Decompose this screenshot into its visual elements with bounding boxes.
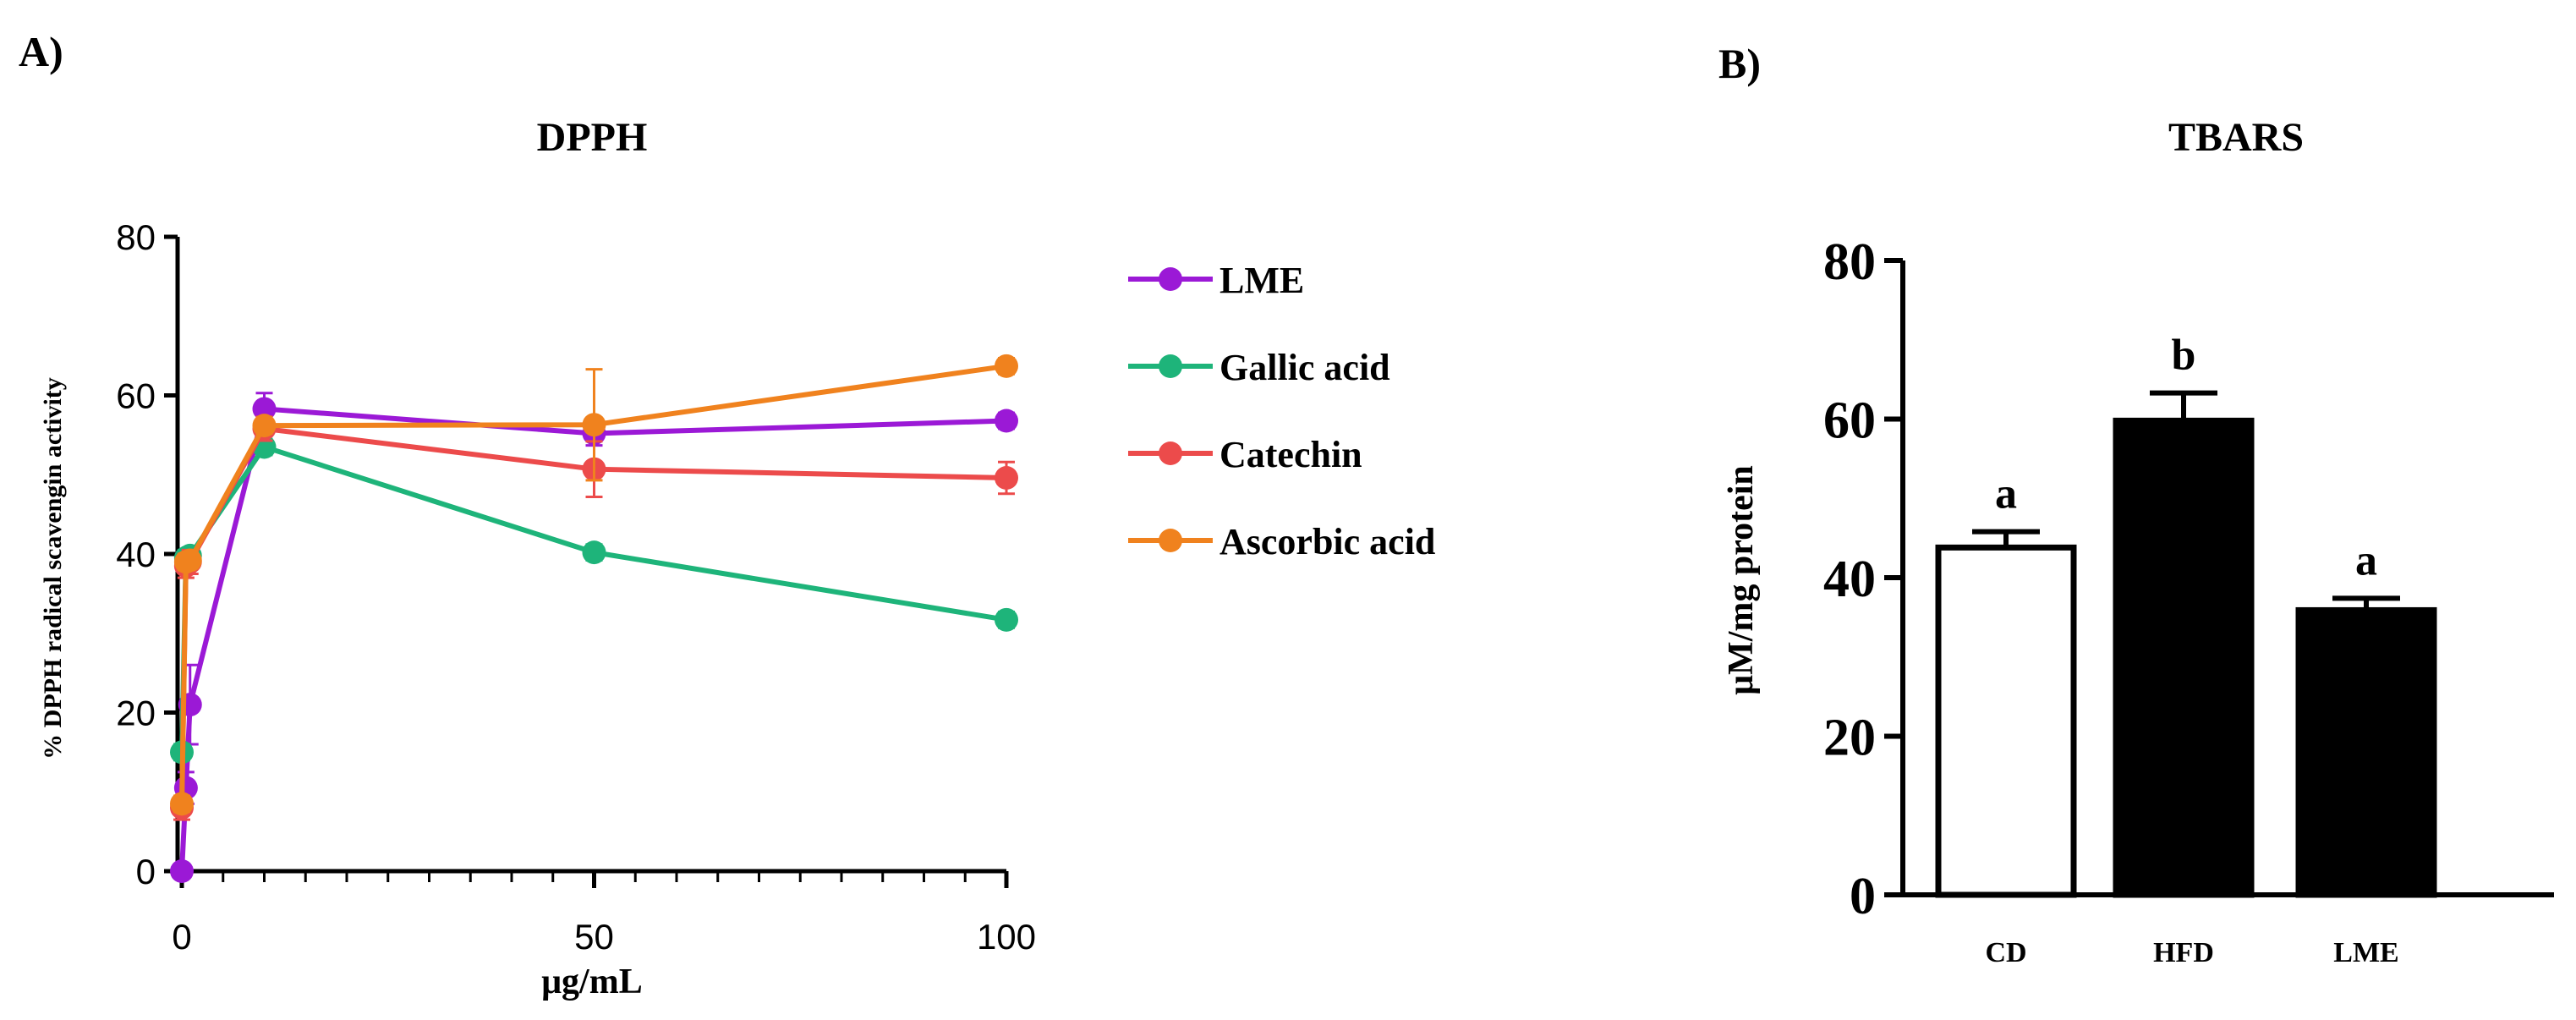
dpph-y-tick-label: 0 xyxy=(136,852,156,891)
tbars-x-tick-label-hfd: HFD xyxy=(2153,937,2214,968)
dpph-point-ascorbic-acid xyxy=(170,792,194,816)
legend-marker-ascorbic-acid xyxy=(1159,529,1182,552)
dpph-y-tick-label: 80 xyxy=(116,217,156,257)
dpph-point-lme xyxy=(170,859,194,883)
tbars-significance-lme: a xyxy=(2355,536,2377,584)
legend-marker-catechin xyxy=(1159,441,1182,465)
dpph-title: DPPH xyxy=(537,115,648,160)
dpph-point-lme xyxy=(252,397,277,421)
dpph-y-tick-label: 40 xyxy=(116,535,156,574)
dpph-point-lme xyxy=(995,409,1018,433)
legend-label-lme: LME xyxy=(1219,260,1304,301)
panel-b-tbars-chart: B) TBARS μM/mg protein 0 20 40 60 80 a CD b HFD… xyxy=(1718,40,2554,968)
panel-a-label: A) xyxy=(19,28,63,75)
tbars-y-tick-label: 80 xyxy=(1823,233,1876,291)
dpph-point-gallic-acid xyxy=(995,607,1018,632)
tbars-significance-cd: a xyxy=(1995,470,2017,518)
dpph-x-tick-label: 50 xyxy=(574,917,614,957)
legend-marker-gallic-acid xyxy=(1159,354,1182,378)
tbars-bar-cd xyxy=(1935,544,2077,898)
tbars-x-tick-label-lme: LME xyxy=(2333,937,2398,968)
tbars-y-tick-label: 60 xyxy=(1823,392,1876,450)
tbars-x-tick-label-cd: CD xyxy=(1985,937,2026,968)
tbars-y-tick-label: 0 xyxy=(1850,868,1876,925)
tbars-y-tick-label: 40 xyxy=(1823,551,1876,608)
dpph-point-catechin xyxy=(995,466,1018,490)
dpph-y-axis-label: % DPPH radical scavengin activity xyxy=(39,377,67,760)
legend-label-catechin: Catechin xyxy=(1219,434,1362,475)
legend-label-ascorbic-acid: Ascorbic acid xyxy=(1219,521,1435,562)
tbars-bar-hfd xyxy=(2113,417,2255,898)
dpph-series-line-ascorbic-acid xyxy=(179,363,1007,804)
tbars-significance-hfd: b xyxy=(2172,332,2196,380)
legend-marker-lme xyxy=(1159,267,1182,291)
dpph-y-tick-label: 60 xyxy=(116,376,156,416)
dpph-point-ascorbic-acid xyxy=(995,354,1018,378)
dpph-y-tick-label: 20 xyxy=(116,694,156,733)
tbars-y-tick-label: 20 xyxy=(1823,710,1876,767)
dpph-point-ascorbic-acid xyxy=(252,414,277,438)
dpph-x-tick-label: 0 xyxy=(172,917,191,957)
dpph-x-tick-label: 100 xyxy=(977,917,1036,957)
legend-label-gallic-acid: Gallic acid xyxy=(1219,347,1390,388)
panel-b-label: B) xyxy=(1718,40,1761,87)
dpph-point-gallic-acid xyxy=(582,540,606,565)
tbars-y-axis-label: μM/mg protein xyxy=(1722,465,1761,695)
tbars-bar-lme xyxy=(2295,606,2437,898)
dpph-point-ascorbic-acid xyxy=(178,548,202,573)
tbars-title: TBARS xyxy=(2168,115,2304,160)
dpph-x-axis-label: μg/mL xyxy=(541,962,642,1001)
dpph-point-ascorbic-acid xyxy=(582,413,606,437)
panel-a-dpph-chart: A) DPPH % DPPH radical scavengin activit… xyxy=(19,28,1435,1001)
